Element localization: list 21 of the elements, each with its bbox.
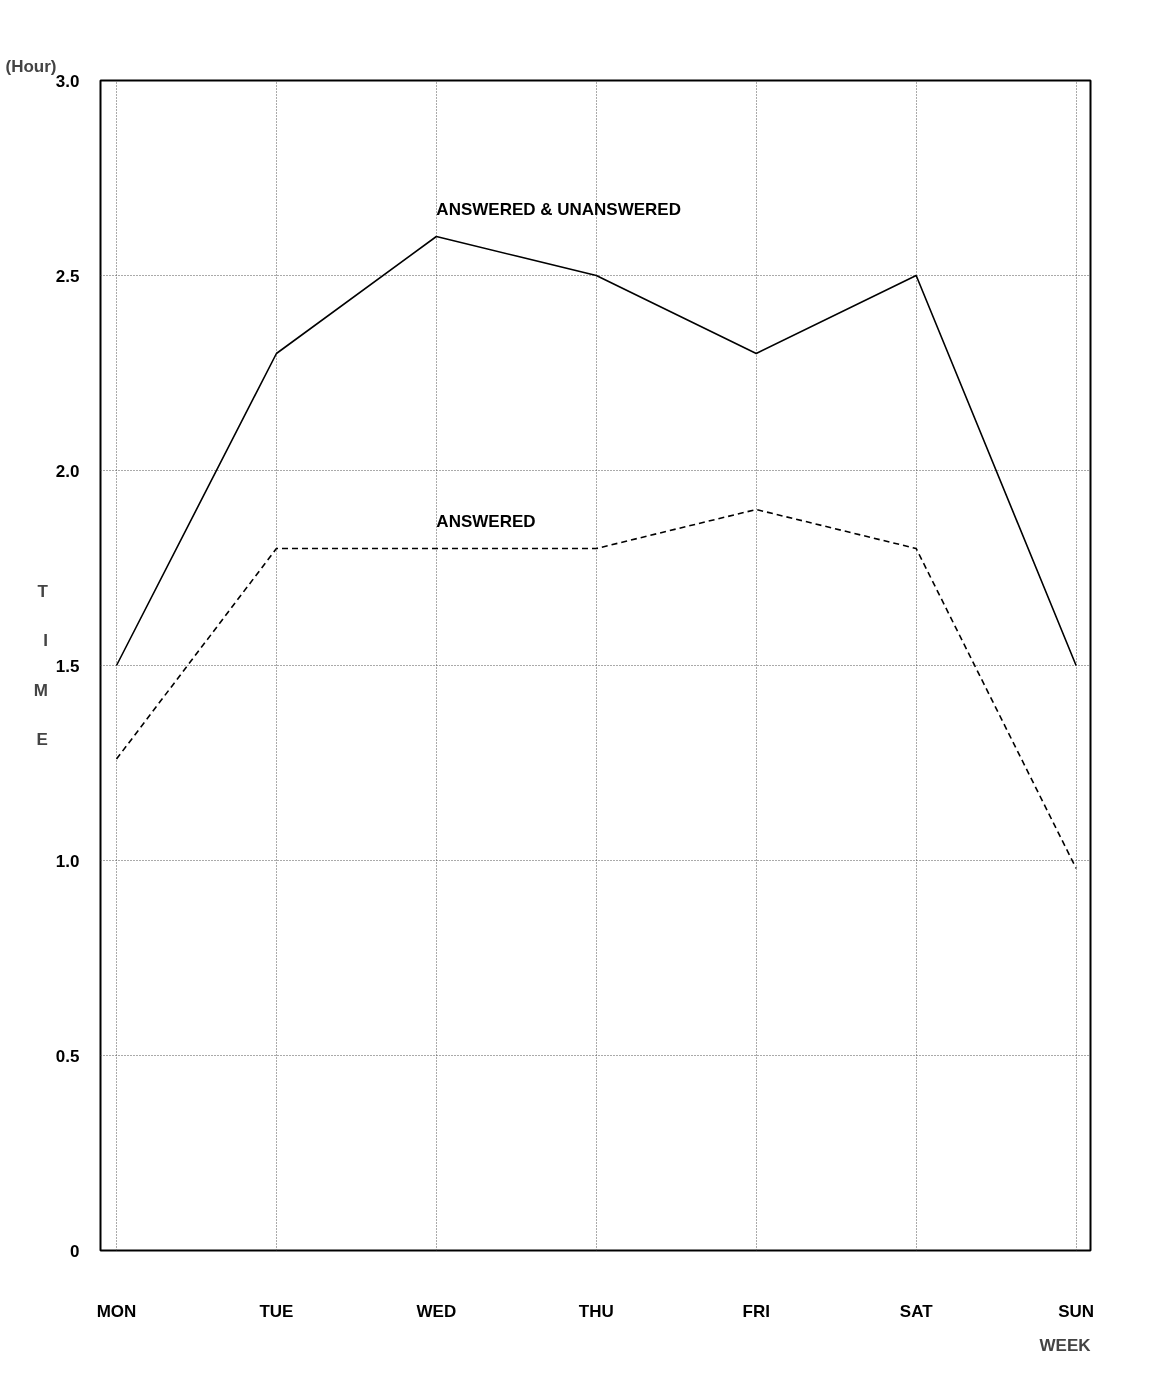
text: (Hour) [5,56,57,76]
x-tick-label: WED [416,1301,457,1321]
text: TIME [33,581,48,750]
y-tick-label: 0 [70,1241,80,1261]
y-tick-label: 1.5 [55,656,80,676]
y-tick-label: 0.5 [55,1046,80,1066]
x-tick-label: TUE [259,1301,294,1321]
x-tick-label: SUN [1058,1301,1095,1321]
series-label: ANSWERED & UNANSWERED [436,199,681,219]
x-axis-title: WEEK [1039,1335,1092,1355]
x-tick-label: FRI [742,1301,770,1321]
y-tick-label: 3.0 [55,71,80,91]
line-series [115,508,1077,870]
series-label: ANSWERED [436,511,536,531]
x-tick-label: MON [96,1301,137,1321]
y-tick-label: 2.0 [55,461,80,481]
y-tick-label: 2.5 [55,266,80,286]
line-series [115,235,1077,667]
y-tick-label: 1.0 [55,851,80,871]
x-tick-label: THU [578,1301,614,1321]
x-tick-label: SAT [899,1301,934,1321]
